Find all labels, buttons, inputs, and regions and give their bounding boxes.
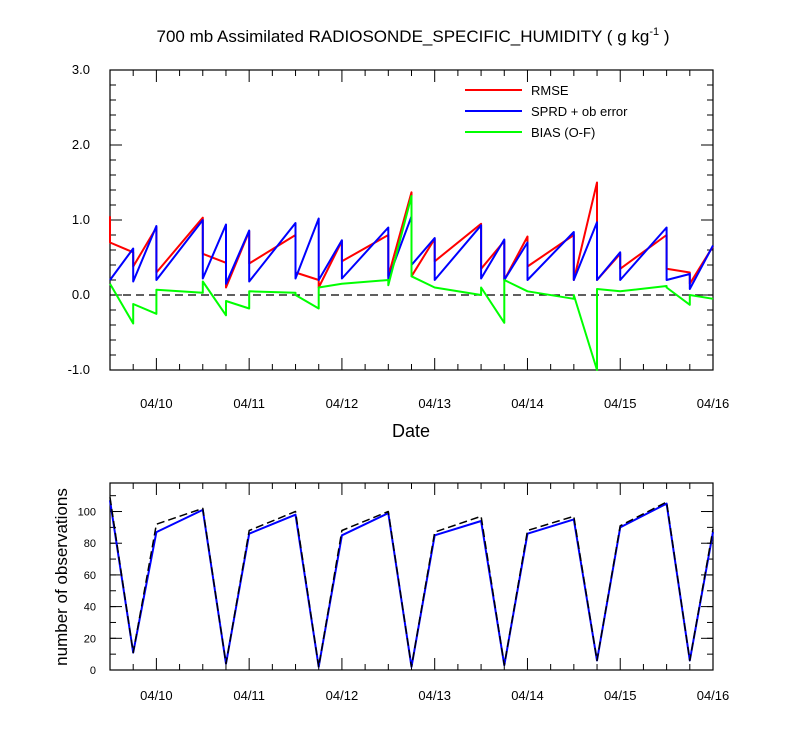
y-tick-label: 0 — [90, 665, 96, 677]
x-tick-label: 04/12 — [326, 396, 359, 411]
legend-label: RMSE — [531, 83, 569, 98]
chart-title-main: 700 mb Assimilated RADIOSONDE_SPECIFIC_H… — [157, 27, 650, 46]
x-tick-label: 04/14 — [511, 396, 544, 411]
x-tick-label: 04/10 — [140, 688, 173, 703]
x-tick-label: 04/13 — [418, 688, 451, 703]
y-tick-label: 20 — [84, 633, 96, 645]
y-tick-label: 0.0 — [72, 287, 90, 302]
bottom-panel: 04/10 04/11 04/12 04/13 04/14 04/15 04/16 0 20 40… — [78, 482, 730, 703]
y-tick-label: 3.0 — [72, 62, 90, 77]
x-tick-label: 04/12 — [326, 688, 359, 703]
x-tick-label: 04/11 — [233, 688, 265, 703]
y-tick-label: -1.0 — [68, 362, 90, 377]
chart-title-close: ) — [659, 27, 669, 46]
y-tick-label: 80 — [84, 538, 96, 550]
y-tick-label: 60 — [84, 570, 96, 582]
x-tick-label: 04/15 — [604, 396, 637, 411]
x-axis-label: Date — [392, 421, 430, 441]
y-tick-label: 2.0 — [72, 137, 90, 152]
series-line-bias-o-f — [109, 195, 714, 371]
legend-label: BIAS (O-F) — [531, 125, 595, 140]
series-line-dashed — [109, 497, 714, 668]
x-tick-label: 04/15 — [604, 688, 637, 703]
x-tick-label: 04/16 — [697, 688, 730, 703]
x-tick-label: 04/14 — [511, 688, 544, 703]
x-tick-label: 04/10 — [140, 396, 173, 411]
chart-title-superscript: -1 — [649, 26, 659, 38]
x-tick-label: 04/13 — [418, 396, 451, 411]
x-tick-label: 04/11 — [233, 396, 265, 411]
legend-label: SPRD + ob error — [531, 104, 628, 119]
x-tick-label: 04/16 — [697, 396, 730, 411]
y-tick-label: 1.0 — [72, 212, 90, 227]
y-axis-label-observations: number of observations — [52, 488, 71, 666]
y-tick-label: 100 — [78, 507, 96, 519]
y-tick-label: 40 — [84, 602, 96, 614]
chart-title: 700 mb Assimilated RADIOSONDE_SPECIFIC_H… — [157, 26, 670, 46]
top-panel: 04/10 04/11 04/12 04/13 04/14 04/15 04/16 -1.0 0… — [68, 62, 730, 411]
